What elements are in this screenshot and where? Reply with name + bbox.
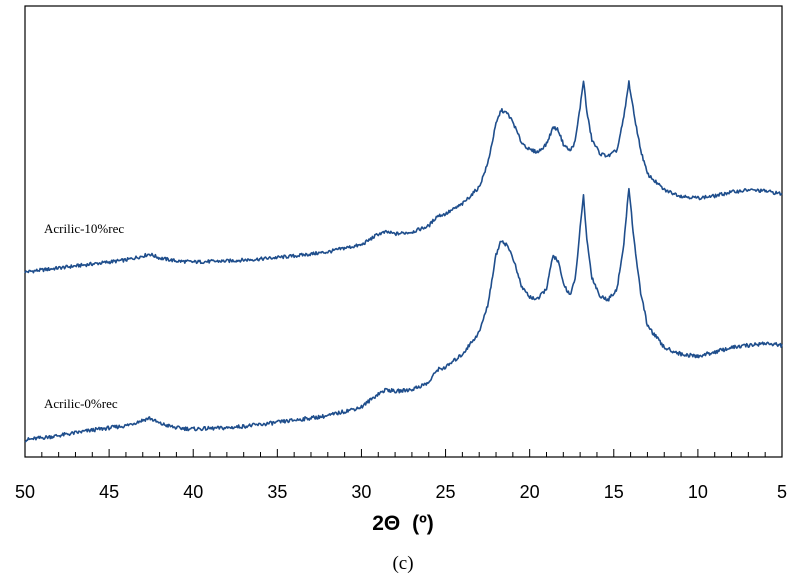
x-axis-label: 2Θ (º) xyxy=(372,512,434,535)
x-tick-label: 45 xyxy=(99,482,119,502)
series-line-1 xyxy=(24,187,783,443)
panel-label: (c) xyxy=(392,553,413,574)
x-axis-label-main: 2Θ xyxy=(372,512,400,535)
x-tick-label: 25 xyxy=(436,482,456,502)
series-line-0 xyxy=(24,80,783,274)
x-tick-label: 5 xyxy=(777,482,787,502)
plot-frame xyxy=(24,5,783,458)
x-tick-label: 10 xyxy=(688,482,708,502)
x-tick-label: 15 xyxy=(604,482,624,502)
x-tick-label: 35 xyxy=(267,482,287,502)
series-label-10rec: Acrilic-10%rec xyxy=(44,221,124,236)
series-lines xyxy=(24,80,783,443)
series-label-0rec: Acrilic-0%rec xyxy=(44,396,118,411)
x-tick-label: 40 xyxy=(183,482,203,502)
x-tick-label: 30 xyxy=(351,482,371,502)
x-tick-label: 50 xyxy=(15,482,35,502)
x-axis-tick-labels: 50 45 40 35 30 25 20 15 10 5 xyxy=(15,482,787,502)
x-axis-ticks xyxy=(24,449,783,457)
x-tick-label: 20 xyxy=(520,482,540,502)
x-axis-label-unit: (º) xyxy=(412,512,434,535)
